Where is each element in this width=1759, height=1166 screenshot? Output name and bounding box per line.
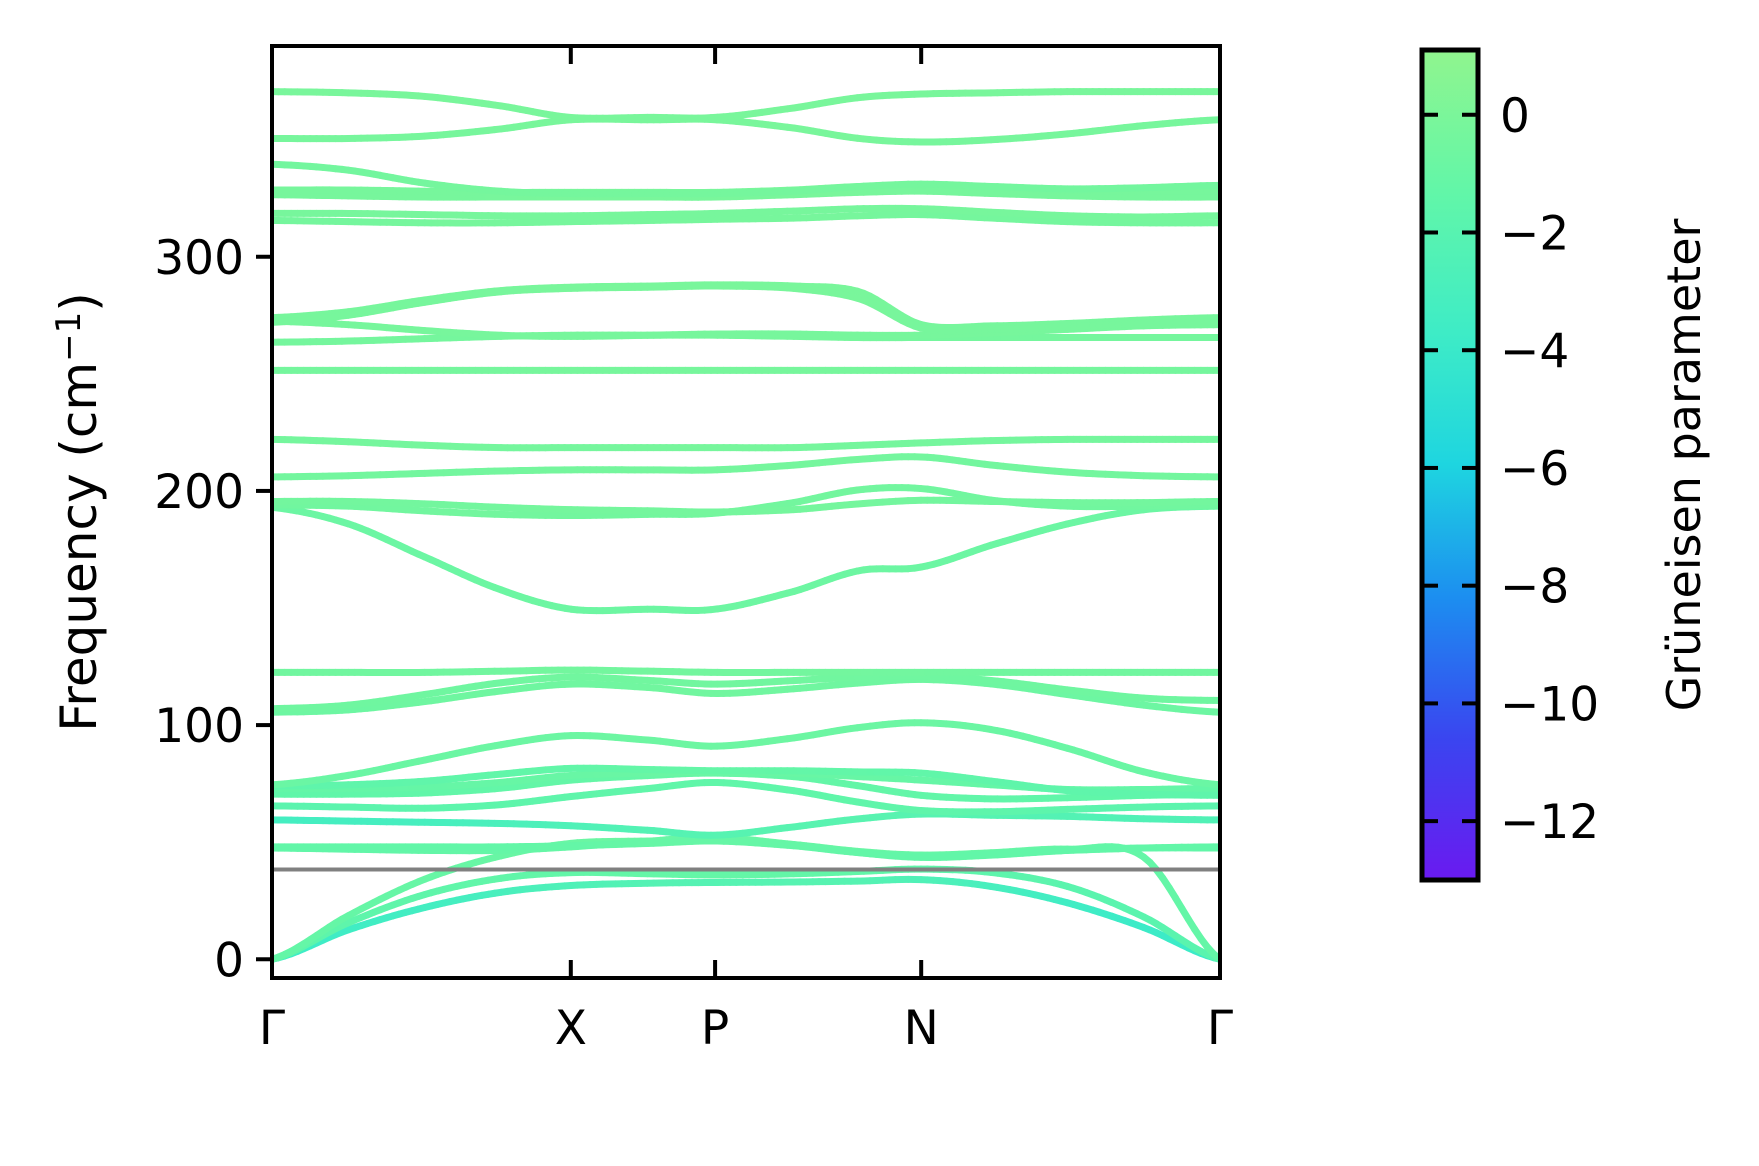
- y-tick-label: 300: [154, 231, 244, 286]
- colorbar-title-text: Grüneisen parameter: [1657, 218, 1711, 711]
- y-tick-label: 0: [214, 933, 244, 988]
- colorbar-tick-label: −12: [1500, 795, 1599, 850]
- colorbar-tick-label: −8: [1500, 560, 1569, 615]
- svg-text:Frequency (cm−1): Frequency (cm−1): [49, 292, 108, 732]
- y-axis-ticks: 0 100 200 300: [154, 231, 272, 989]
- y-axis-label-superscript: −1: [49, 312, 89, 362]
- x-tick-label: Γ: [1207, 1001, 1233, 1056]
- colorbar-tick-label: 0: [1500, 89, 1530, 144]
- x-tick-label: P: [701, 1001, 729, 1056]
- colorbar-tick-label: −2: [1500, 206, 1569, 261]
- x-tick-label: X: [555, 1001, 587, 1056]
- y-tick-label: 200: [154, 465, 244, 520]
- y-axis-label-close: ): [50, 292, 108, 312]
- y-axis-label-main: Frequency (cm: [50, 362, 108, 732]
- y-tick-label: 100: [154, 699, 244, 754]
- colorbar-tick-label: −6: [1500, 442, 1569, 497]
- colorbar-title: Grüneisen parameter: [1657, 218, 1711, 711]
- x-tick-label: Γ: [259, 1001, 285, 1056]
- y-axis-label: Frequency (cm−1): [49, 292, 108, 732]
- colorbar-tick-label: −4: [1500, 324, 1569, 379]
- colorbar-gradient: [1422, 50, 1478, 880]
- x-tick-label: N: [904, 1001, 939, 1056]
- colorbar-tick-label: −10: [1500, 677, 1599, 732]
- band-curves-group: [272, 92, 1220, 960]
